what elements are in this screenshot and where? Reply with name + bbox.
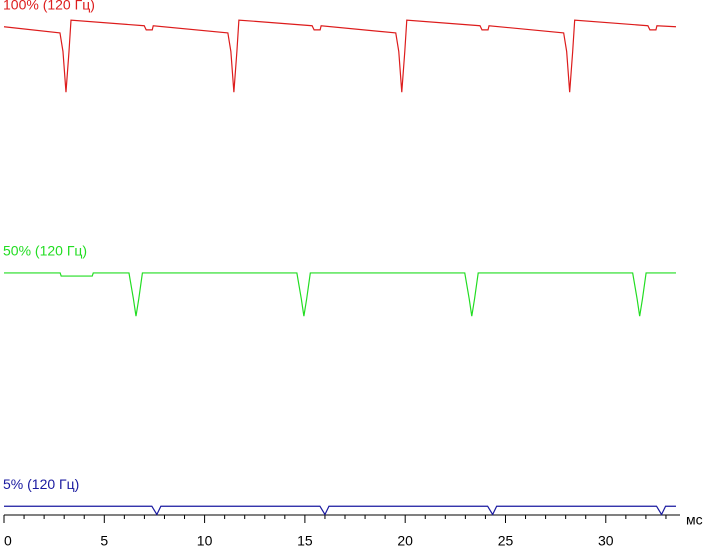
series-label: 50% (120 Гц): [3, 243, 87, 259]
series-label: 100% (120 Гц): [3, 0, 95, 12]
trace: [4, 272, 676, 317]
x-tick-label: 5: [100, 533, 108, 549]
x-tick-label: 10: [197, 533, 213, 549]
x-tick-label: 25: [498, 533, 514, 549]
x-tick-label: 20: [397, 533, 413, 549]
x-axis-label: мс: [686, 512, 703, 528]
trace: [4, 505, 676, 516]
series-label: 5% (120 Гц): [3, 476, 79, 492]
x-tick-label: 0: [4, 533, 12, 549]
x-tick-label: 15: [297, 533, 313, 549]
trace: [3, 19, 677, 93]
x-tick-label: 30: [598, 533, 614, 549]
